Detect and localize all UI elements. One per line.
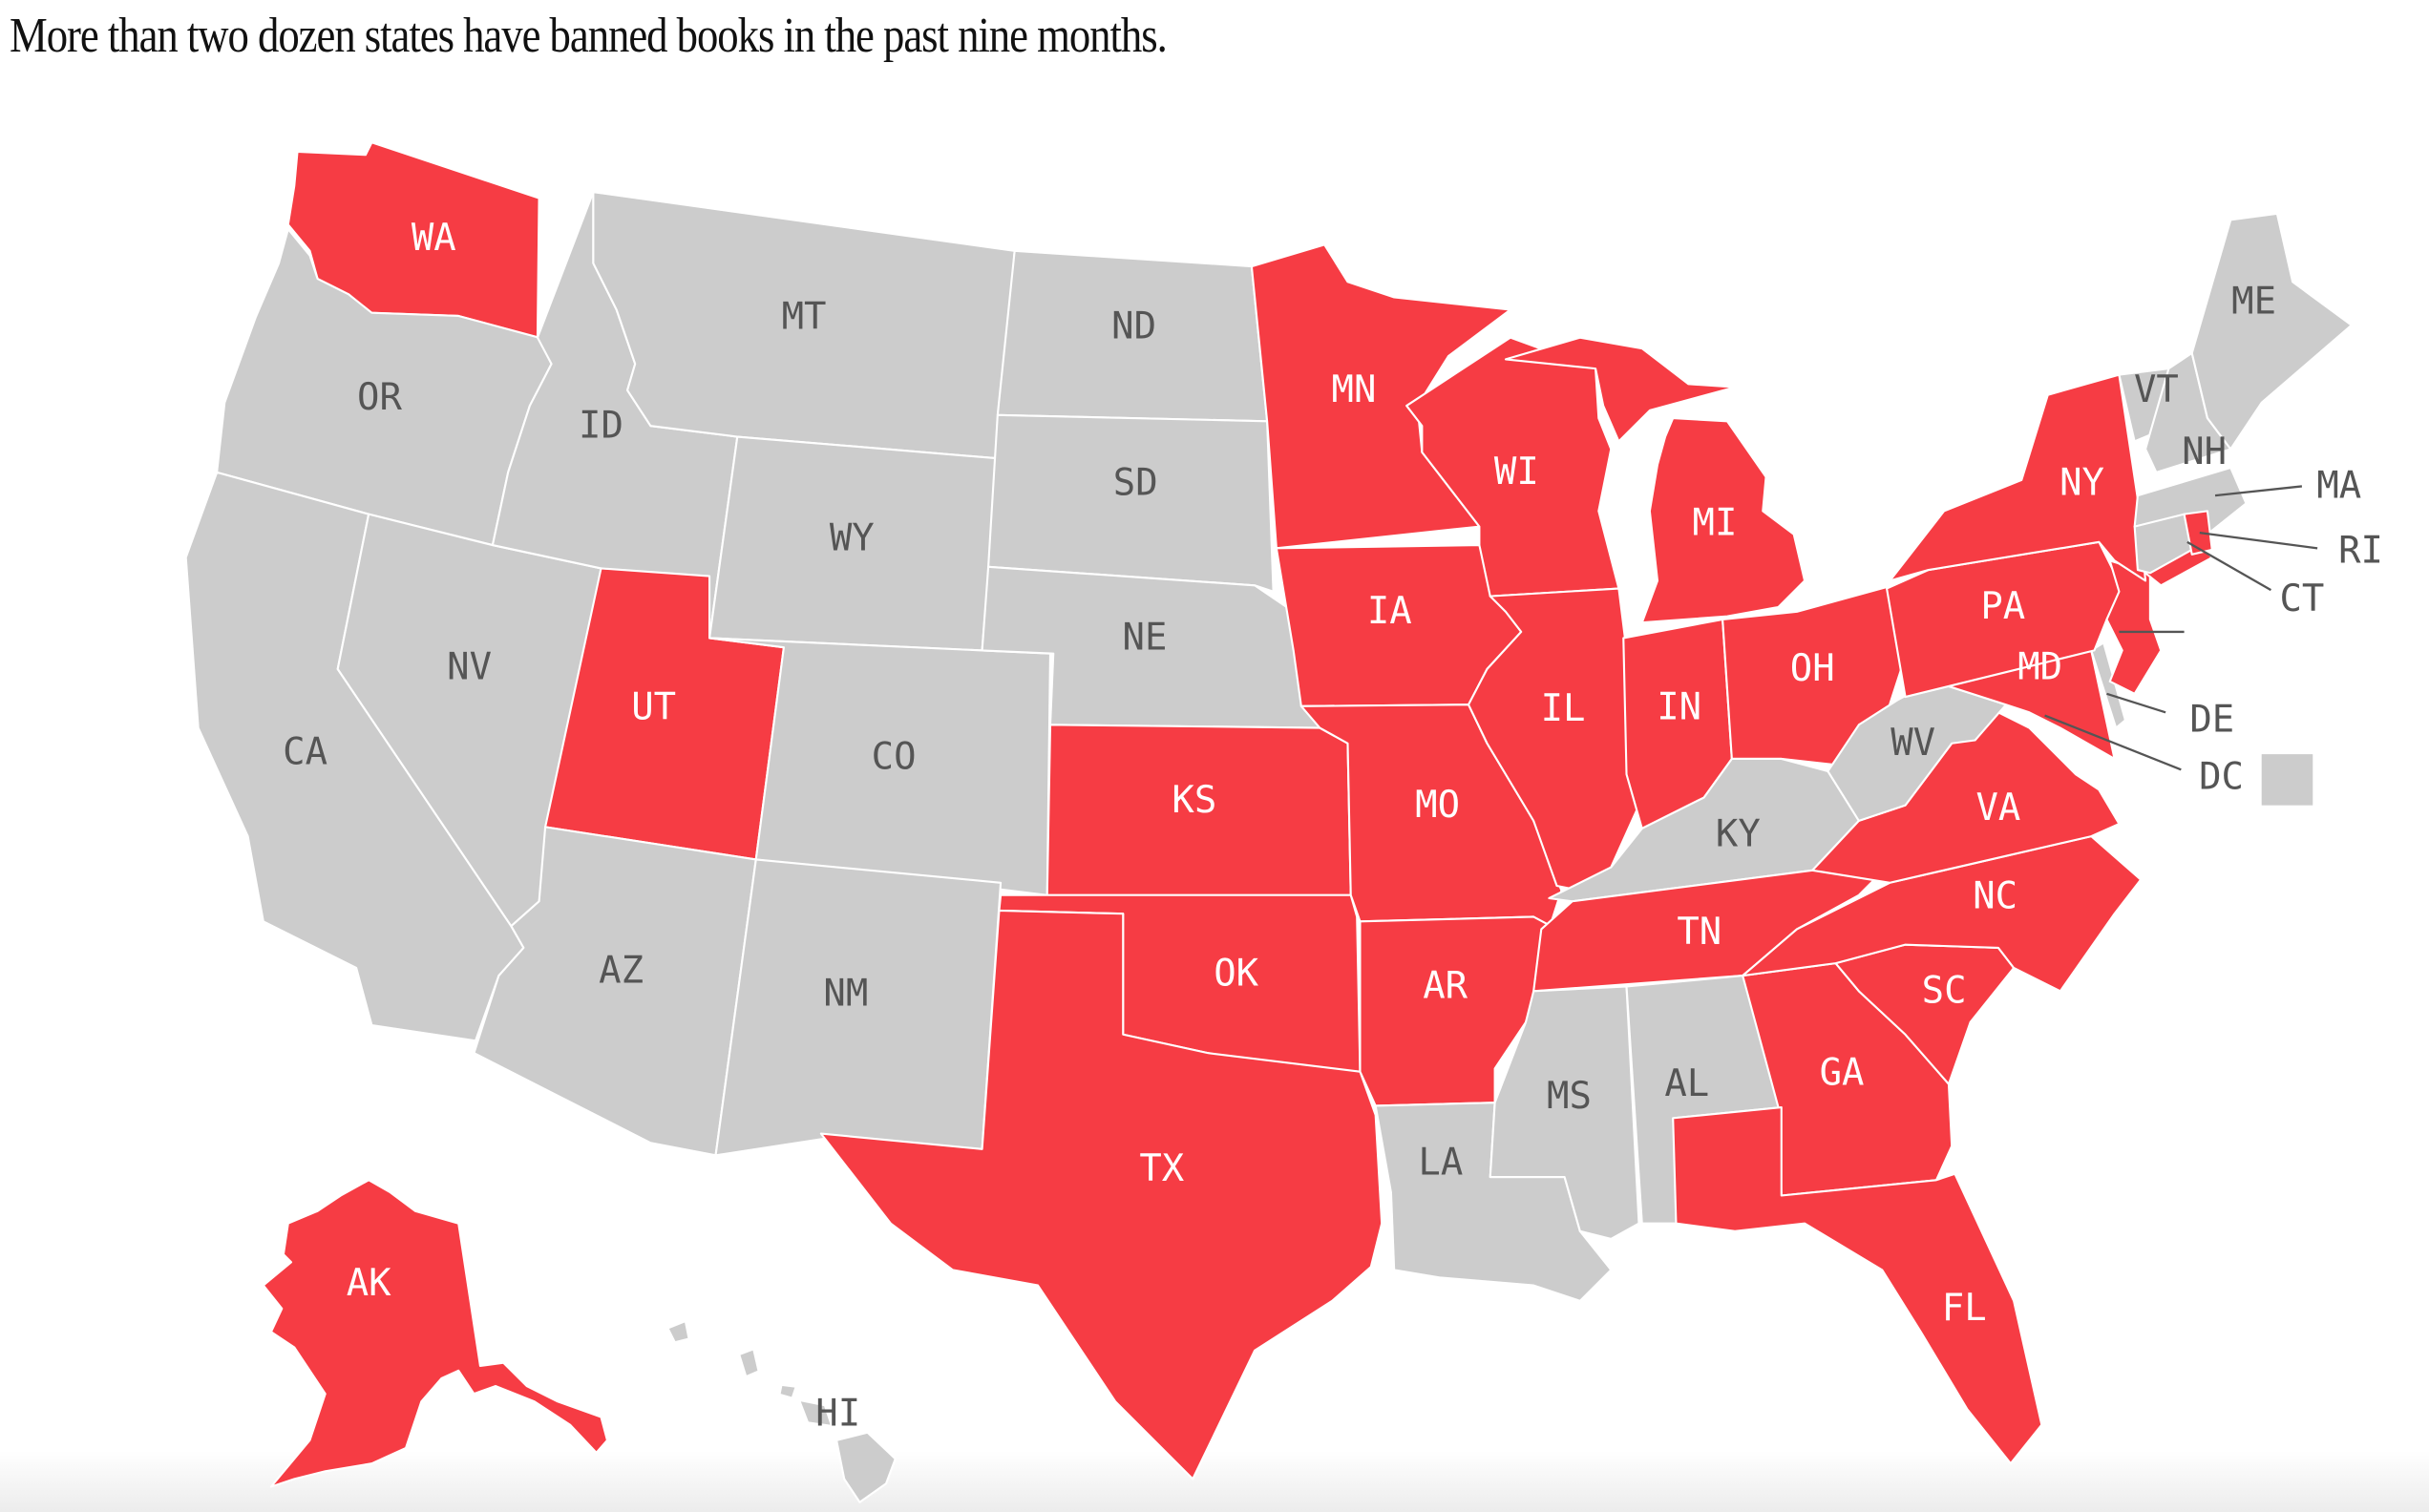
state-label-md: MD	[2017, 645, 2062, 688]
state-label-in: IN	[1657, 686, 1701, 729]
hawaii-island	[800, 1401, 831, 1425]
state-tn	[1532, 863, 1891, 993]
hawaii-island	[668, 1322, 688, 1341]
state-label-ms: MS	[1547, 1075, 1592, 1118]
leader-line-ri	[2199, 531, 2318, 550]
state-label-ca: CA	[283, 731, 327, 774]
state-hi	[835, 1431, 897, 1503]
state-label-ut: UT	[631, 686, 676, 729]
leader-line-dc	[2044, 714, 2182, 771]
state-label-ok: OK	[1214, 953, 1258, 996]
state-label-wv: WV	[1890, 722, 1935, 765]
state-label-or: OR	[357, 376, 402, 419]
state-label-wa: WA	[412, 217, 456, 260]
leader-line-de	[2106, 692, 2166, 714]
state-label-mn: MN	[1332, 368, 1377, 411]
state-mi	[1640, 416, 1806, 624]
state-label-hi: HI	[815, 1392, 860, 1435]
state-label-fl: FL	[1942, 1287, 1987, 1330]
state-label-id: ID	[579, 404, 623, 447]
state-wv	[1827, 680, 2008, 822]
state-label-ky: KY	[1716, 813, 1761, 856]
state-label-il: IL	[1541, 687, 1586, 730]
state-label-wy: WY	[830, 517, 875, 560]
state-label-ks: KS	[1172, 779, 1216, 822]
state-ms	[1489, 985, 1640, 1240]
state-label-wi: WI	[1494, 451, 1539, 494]
state-ny	[1889, 373, 2147, 582]
callout-label-de: DE	[2189, 699, 2234, 742]
state-labels: WA OR CA NV ID MT WY UT CO AZ NM ND SD NE KS OK TX MN IA MO…	[283, 217, 2383, 1435]
state-label-sc: SC	[1922, 969, 1967, 1012]
state-label-ia: IA	[1367, 590, 1412, 633]
state-ma	[2133, 466, 2248, 536]
state-label-ga: GA	[1820, 1051, 1865, 1094]
state-ct	[2133, 513, 2193, 575]
state-label-nd: ND	[1111, 304, 1156, 347]
state-label-nc: NC	[1973, 874, 2017, 917]
state-label-mi: MI	[1693, 501, 1738, 544]
hawaii-island	[780, 1386, 795, 1397]
chart-title: More than two dozen states have banned b…	[10, 9, 1168, 63]
hawaii-island	[740, 1350, 758, 1376]
state-me	[2190, 212, 2353, 451]
state-nj	[2105, 559, 2163, 695]
state-label-sd: SD	[1113, 461, 1158, 504]
state-label-vt: VT	[2134, 368, 2179, 411]
leader-line-ct	[2186, 540, 2272, 592]
state-label-ne: NE	[1123, 617, 1168, 660]
state-de	[2090, 641, 2126, 729]
state-label-ny: NY	[2059, 461, 2104, 504]
state-label-ak: AK	[347, 1262, 391, 1305]
hawaii-islands	[668, 1322, 831, 1425]
state-label-nh: NH	[2182, 430, 2227, 473]
state-mn	[1250, 243, 1511, 550]
dc-legend-box	[2261, 754, 2313, 806]
state-label-mo: MO	[1415, 784, 1460, 827]
state-label-oh: OH	[1790, 647, 1835, 690]
callout-label-ct: CT	[2279, 578, 2324, 620]
state-tx	[819, 909, 1383, 1480]
callout-label-dc: DC	[2199, 756, 2244, 799]
callout-leaders	[2044, 485, 2318, 771]
state-label-ar: AR	[1423, 965, 1468, 1008]
state-fl	[1672, 1105, 2043, 1465]
state-ak	[262, 1179, 609, 1488]
state-mi-up	[1504, 336, 1737, 443]
state-label-pa: PA	[1980, 585, 2025, 628]
state-sd	[987, 413, 1275, 593]
state-label-co: CO	[872, 735, 917, 778]
state-label-mt: MT	[782, 296, 827, 339]
state-label-az: AZ	[599, 949, 644, 992]
state-label-nm: NM	[823, 973, 868, 1016]
state-label-tn: TN	[1677, 911, 1721, 954]
state-label-me: ME	[2231, 280, 2276, 323]
state-ar	[1359, 915, 1558, 1107]
leader-line-ma	[2214, 485, 2303, 497]
state-label-la: LA	[1418, 1142, 1463, 1185]
state-label-tx: TX	[1139, 1147, 1184, 1190]
state-label-va: VA	[1975, 787, 2020, 830]
state-label-al: AL	[1664, 1062, 1709, 1105]
callout-label-ma: MA	[2316, 465, 2361, 508]
state-label-nv: NV	[447, 645, 492, 688]
callout-label-ri: RI	[2338, 530, 2383, 573]
states-layer	[184, 141, 2353, 1503]
